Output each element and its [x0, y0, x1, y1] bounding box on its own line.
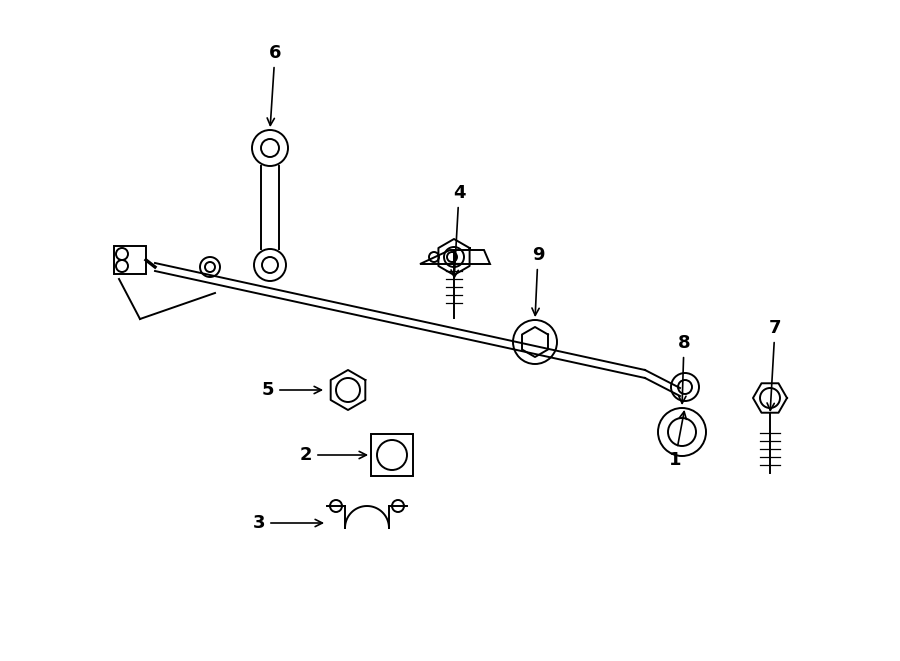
Bar	[114, 246, 146, 274]
Text: 7: 7	[767, 319, 781, 410]
Bar	[371, 434, 413, 476]
Text: 5: 5	[262, 381, 321, 399]
Text: 9: 9	[532, 246, 544, 315]
Text: 6: 6	[267, 44, 281, 126]
Text: 4: 4	[451, 184, 465, 278]
Text: 1: 1	[669, 412, 687, 469]
Text: 8: 8	[678, 334, 690, 403]
Text: 3: 3	[253, 514, 322, 532]
Text: 2: 2	[300, 446, 366, 464]
